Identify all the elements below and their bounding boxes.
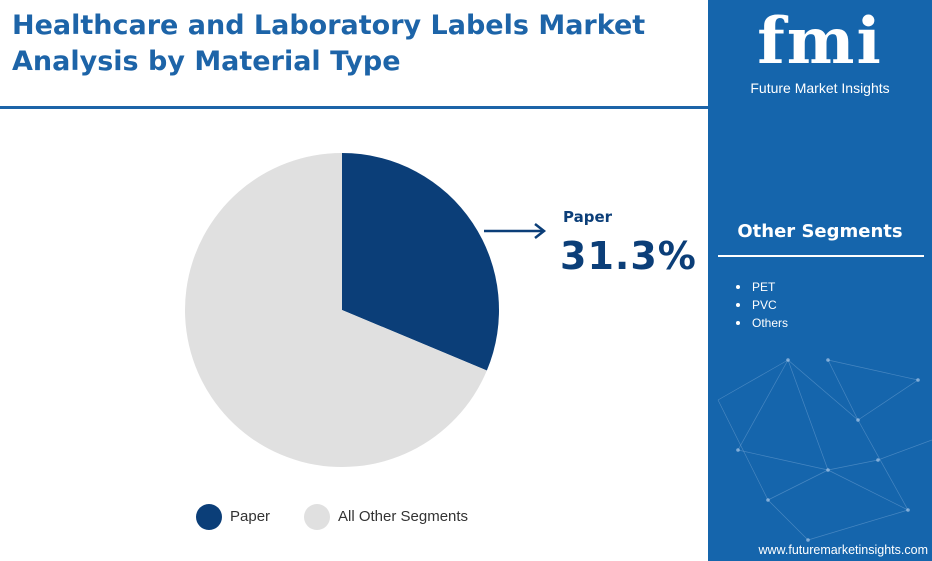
callout-label: Paper <box>563 208 613 226</box>
legend-label-paper: Paper <box>230 508 271 525</box>
other-segments-heading: Other Segments <box>737 221 903 242</box>
pie-slice-paper <box>342 153 499 371</box>
fmi-logo: fmi Future Market Insights <box>708 4 932 97</box>
pie-chart <box>185 153 499 467</box>
list-item: PVC <box>734 296 788 314</box>
legend-swatch-other <box>304 504 330 530</box>
chart-title: Healthcare and Laboratory Labels Market … <box>12 8 702 80</box>
other-segments-list: PET PVC Others <box>734 278 788 332</box>
legend-label-other: All Other Segments <box>338 508 469 525</box>
title-line-2: Analysis by Material Type <box>12 46 401 77</box>
logo-mark: fmi <box>757 4 883 79</box>
callout-value: 31.3% <box>560 234 697 278</box>
pie-slice-all-other-segments <box>185 153 487 467</box>
title-divider <box>0 106 708 109</box>
list-item: Others <box>734 314 788 332</box>
list-item: PET <box>734 278 788 296</box>
network-background <box>717 358 932 542</box>
title-line-1: Healthcare and Laboratory Labels Market <box>12 10 646 41</box>
other-segments-divider <box>718 255 924 257</box>
legend-swatch-paper <box>196 504 222 530</box>
website-url: www.futuremarketinsights.com <box>758 543 928 557</box>
brand-panel: fmi Future Market Insights Other Segment… <box>708 0 932 561</box>
logo-company-name: Future Market Insights <box>750 80 890 96</box>
callout-arrow-icon <box>484 223 547 239</box>
